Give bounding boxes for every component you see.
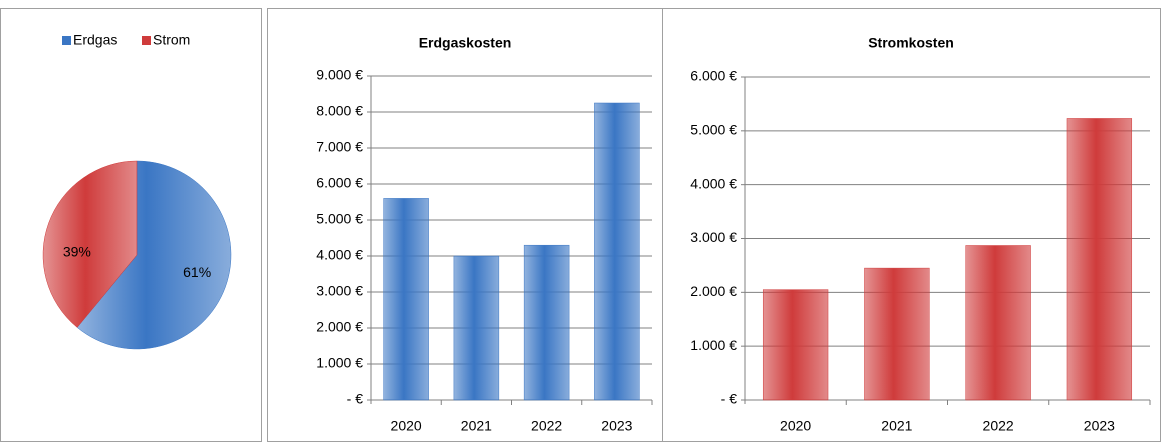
bar (965, 245, 1031, 401)
x-tick-label: 2020 (780, 418, 811, 434)
x-tick-label: 2022 (531, 418, 562, 434)
data-label: 39% (63, 244, 91, 260)
bar (383, 198, 429, 401)
legend-label: Strom (153, 32, 190, 48)
y-tick-label: - € (347, 391, 364, 407)
bar (864, 267, 930, 401)
y-tick-label: 5.000 € (316, 211, 363, 227)
y-tick-label: 3.000 € (316, 283, 363, 299)
y-tick-label: 2.000 € (690, 283, 737, 299)
x-tick-label: 2021 (461, 418, 492, 434)
bar (594, 102, 640, 401)
chart-title: Stromkosten (868, 35, 954, 51)
bar (1066, 118, 1133, 401)
x-tick-label: 2021 (881, 418, 912, 434)
y-tick-label: 4.000 € (690, 175, 737, 191)
x-tick-label: 2023 (601, 418, 632, 434)
y-tick-label: 6.000 € (690, 68, 737, 84)
data-label: 61% (183, 264, 211, 280)
legend-swatch (142, 36, 151, 45)
y-tick-label: 3.000 € (690, 229, 737, 245)
y-tick-label: - € (721, 391, 738, 407)
y-tick-label: 1.000 € (316, 355, 363, 371)
y-tick-label: 9.000 € (316, 67, 363, 83)
y-tick-label: 5.000 € (690, 122, 737, 138)
pie-slice (76, 160, 232, 350)
y-tick-label: 1.000 € (690, 337, 737, 353)
bar (762, 289, 829, 401)
x-tick-label: 2022 (983, 418, 1014, 434)
pie-slice (42, 160, 138, 328)
y-tick-label: 6.000 € (316, 175, 363, 191)
chart-title: Erdgaskosten (419, 35, 512, 51)
x-tick-label: 2020 (391, 418, 422, 434)
x-tick-label: 2023 (1084, 418, 1115, 434)
y-tick-label: 7.000 € (316, 139, 363, 155)
y-tick-label: 8.000 € (316, 103, 363, 119)
y-tick-label: 4.000 € (316, 247, 363, 263)
bar (453, 255, 500, 401)
legend-swatch (62, 36, 71, 45)
bar (523, 244, 570, 401)
legend-label: Erdgas (73, 32, 117, 48)
y-tick-label: 2.000 € (316, 319, 363, 335)
